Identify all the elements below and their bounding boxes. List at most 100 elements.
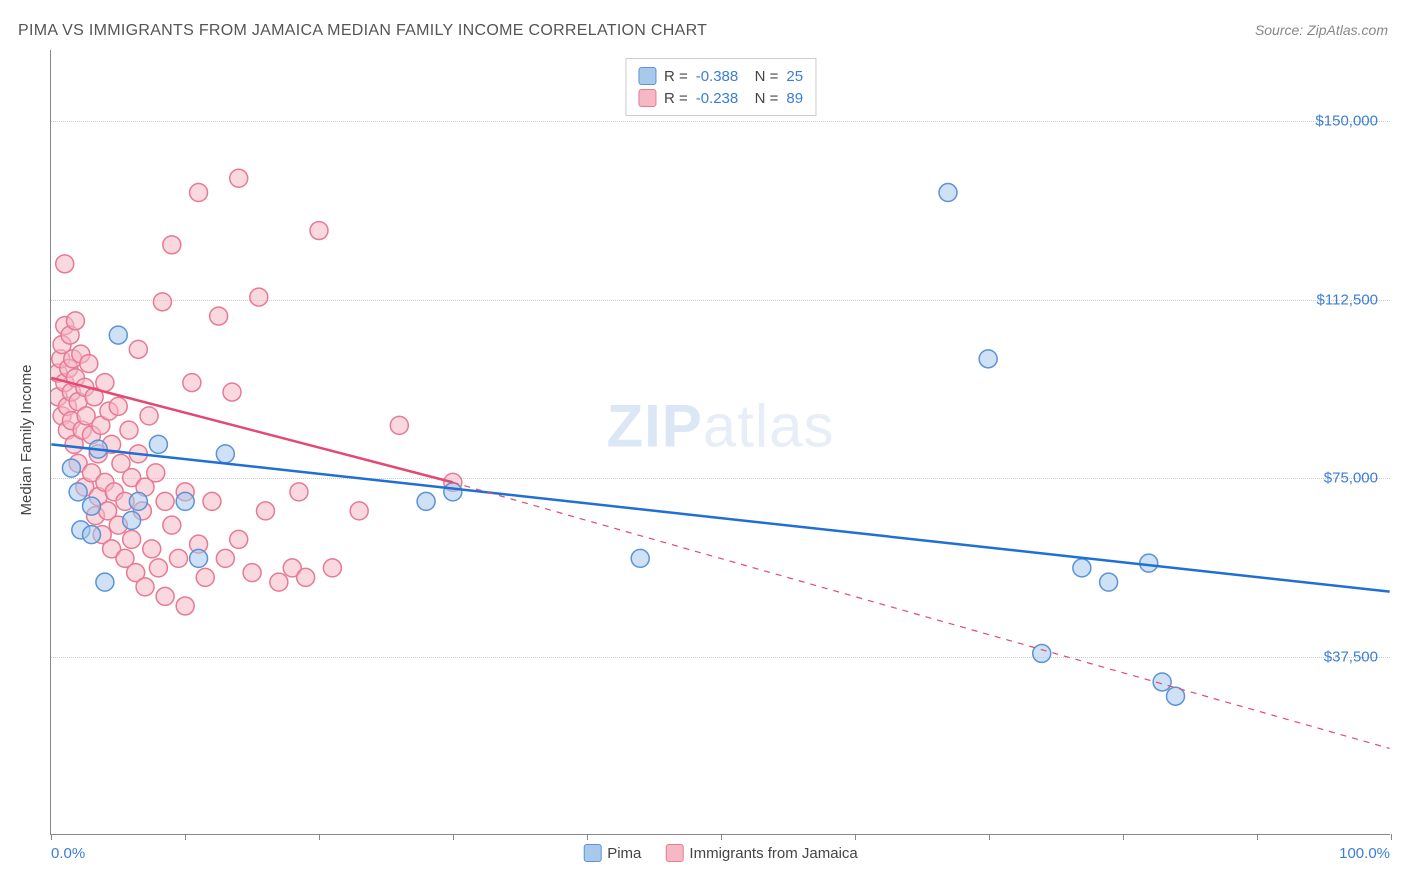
trend-line-solid bbox=[51, 378, 452, 483]
scatter-point bbox=[140, 407, 158, 425]
scatter-point bbox=[176, 492, 194, 510]
scatter-point bbox=[51, 388, 67, 406]
stats-row: R = -0.388 N = 25 bbox=[638, 65, 803, 87]
chart-title: PIMA VS IMMIGRANTS FROM JAMAICA MEDIAN F… bbox=[18, 22, 707, 40]
scatter-point bbox=[149, 559, 167, 577]
x-tick bbox=[989, 834, 990, 840]
scatter-point bbox=[99, 502, 117, 520]
scatter-point bbox=[133, 502, 151, 520]
scatter-point bbox=[56, 374, 74, 392]
scatter-point bbox=[183, 374, 201, 392]
x-tick bbox=[185, 834, 186, 840]
scatter-point bbox=[100, 402, 118, 420]
scatter-point bbox=[190, 535, 208, 553]
scatter-point bbox=[136, 578, 154, 596]
scatter-point bbox=[112, 454, 130, 472]
scatter-point bbox=[156, 492, 174, 510]
scatter-point bbox=[216, 445, 234, 463]
scatter-point bbox=[62, 412, 80, 430]
stats-n-label: N = bbox=[746, 68, 778, 85]
scatter-point bbox=[83, 426, 101, 444]
scatter-point bbox=[939, 184, 957, 202]
trend-line-dashed bbox=[453, 482, 1390, 748]
scatter-point bbox=[72, 521, 90, 539]
y-axis-title: Median Family Income bbox=[18, 365, 35, 516]
legend-label: Immigrants from Jamaica bbox=[689, 845, 857, 862]
scatter-point bbox=[89, 440, 107, 458]
scatter-point bbox=[93, 526, 111, 544]
scatter-point bbox=[65, 435, 83, 453]
scatter-point bbox=[216, 549, 234, 567]
trend-line bbox=[51, 444, 1389, 591]
scatter-point bbox=[72, 345, 90, 363]
scatter-point bbox=[631, 549, 649, 567]
scatter-point bbox=[223, 383, 241, 401]
stats-n-label: N = bbox=[746, 90, 778, 107]
scatter-point bbox=[196, 568, 214, 586]
scatter-point bbox=[92, 416, 110, 434]
x-tick bbox=[1123, 834, 1124, 840]
scatter-point bbox=[123, 511, 141, 529]
stats-n-value: 89 bbox=[786, 90, 803, 107]
scatter-point bbox=[147, 464, 165, 482]
scatter-point bbox=[203, 492, 221, 510]
scatter-point bbox=[297, 568, 315, 586]
scatter-point bbox=[51, 364, 67, 382]
scatter-point bbox=[83, 526, 101, 544]
scatter-point bbox=[176, 483, 194, 501]
scatter-point bbox=[53, 336, 71, 354]
scatter-point bbox=[89, 445, 107, 463]
scatter-point bbox=[58, 421, 76, 439]
source-attribution: Source: ZipAtlas.com bbox=[1255, 22, 1388, 38]
grid-line bbox=[51, 478, 1390, 479]
watermark-bold: ZIP bbox=[606, 393, 702, 460]
scatter-point bbox=[80, 355, 98, 373]
scatter-point bbox=[76, 478, 94, 496]
x-tick bbox=[855, 834, 856, 840]
scatter-point bbox=[1100, 573, 1118, 591]
legend-item: Pima bbox=[583, 844, 641, 862]
scatter-point bbox=[105, 483, 123, 501]
scatter-point bbox=[83, 497, 101, 515]
scatter-point bbox=[120, 421, 138, 439]
scatter-point bbox=[156, 587, 174, 605]
scatter-point bbox=[310, 222, 328, 240]
scatter-point bbox=[350, 502, 368, 520]
watermark: ZIPatlas bbox=[606, 392, 834, 461]
scatter-point bbox=[170, 549, 188, 567]
scatter-point bbox=[60, 359, 78, 377]
scatter-overlay bbox=[51, 50, 1390, 834]
scatter-point bbox=[1033, 644, 1051, 662]
scatter-point bbox=[76, 378, 94, 396]
x-tick bbox=[453, 834, 454, 840]
scatter-point bbox=[129, 340, 147, 358]
scatter-point bbox=[417, 492, 435, 510]
scatter-point bbox=[103, 435, 121, 453]
scatter-point bbox=[96, 573, 114, 591]
chart-container: PIMA VS IMMIGRANTS FROM JAMAICA MEDIAN F… bbox=[0, 0, 1406, 892]
stats-r-label: R = bbox=[664, 68, 688, 85]
x-axis-min-label: 0.0% bbox=[51, 845, 85, 862]
x-tick bbox=[1257, 834, 1258, 840]
scatter-point bbox=[123, 530, 141, 548]
x-tick bbox=[1391, 834, 1392, 840]
scatter-point bbox=[56, 317, 74, 335]
scatter-point bbox=[83, 464, 101, 482]
scatter-point bbox=[1140, 554, 1158, 572]
scatter-point bbox=[283, 559, 301, 577]
scatter-point bbox=[163, 236, 181, 254]
stats-r-value: -0.388 bbox=[696, 68, 739, 85]
scatter-point bbox=[87, 507, 105, 525]
scatter-point bbox=[149, 435, 167, 453]
scatter-point bbox=[290, 483, 308, 501]
scatter-point bbox=[127, 564, 145, 582]
scatter-point bbox=[69, 393, 87, 411]
scatter-point bbox=[69, 454, 87, 472]
watermark-rest: atlas bbox=[703, 393, 835, 460]
scatter-point bbox=[390, 416, 408, 434]
series-swatch bbox=[638, 67, 656, 85]
scatter-point bbox=[116, 492, 134, 510]
scatter-point bbox=[66, 312, 84, 330]
scatter-point bbox=[61, 326, 79, 344]
x-tick bbox=[587, 834, 588, 840]
